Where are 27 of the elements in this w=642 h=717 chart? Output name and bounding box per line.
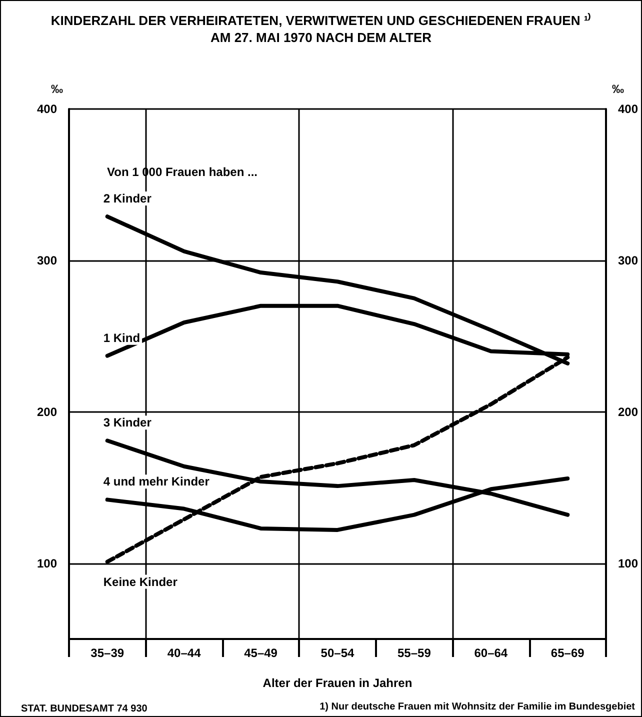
x-axis-title: Alter der Frauen in Jahren [262, 676, 412, 690]
y-tick-label: 200 [36, 404, 58, 419]
chart-title: KINDERZAHL DER VERHEIRATETEN, VERWITWETEN UND GESCHIEDENEN FRAUEN ¹⁾ [50, 12, 592, 28]
text: 1) Nur deutsche Frauen mit Wohnsitz der Familie im Bundesgebiet [320, 702, 636, 712]
x-tick-label: 35–39 [90, 646, 124, 660]
y2-axis-title: ‰ [612, 82, 624, 96]
x-tick-label: 45–49 [244, 646, 278, 660]
x-tick-label: 60–64 [474, 646, 508, 660]
y-axis-title: ‰ [51, 82, 63, 96]
x-tick-label: 40–44 [167, 646, 202, 660]
series-label: 3 Kinder [103, 416, 152, 430]
text: STAT. BUNDESAMT 74 930 [21, 704, 148, 714]
series-label: 4 und mehr Kinder [103, 474, 210, 489]
y-tick-label: 100 [36, 556, 58, 570]
y2-tick-label: 200 [618, 404, 638, 419]
x-tick-label: 55–59 [398, 646, 432, 660]
y-tick-label: 300 [36, 253, 58, 268]
chart-subtitle: AM 27. MAI 1970 NACH DEM ALTER [210, 30, 432, 45]
y2-tick-label: 300 [618, 253, 638, 268]
y2-tick-label: 100 [618, 556, 638, 570]
series-label: Keine Kinder [103, 574, 178, 589]
series-label: 1 Kind [103, 330, 140, 345]
series-label: 2 Kinder [103, 192, 152, 206]
x-tick-label: 50–54 [320, 646, 354, 660]
y-tick-label: 400 [36, 102, 58, 116]
y2-tick-label: 400 [618, 102, 638, 116]
x-tick-label: 65–69 [550, 646, 585, 660]
